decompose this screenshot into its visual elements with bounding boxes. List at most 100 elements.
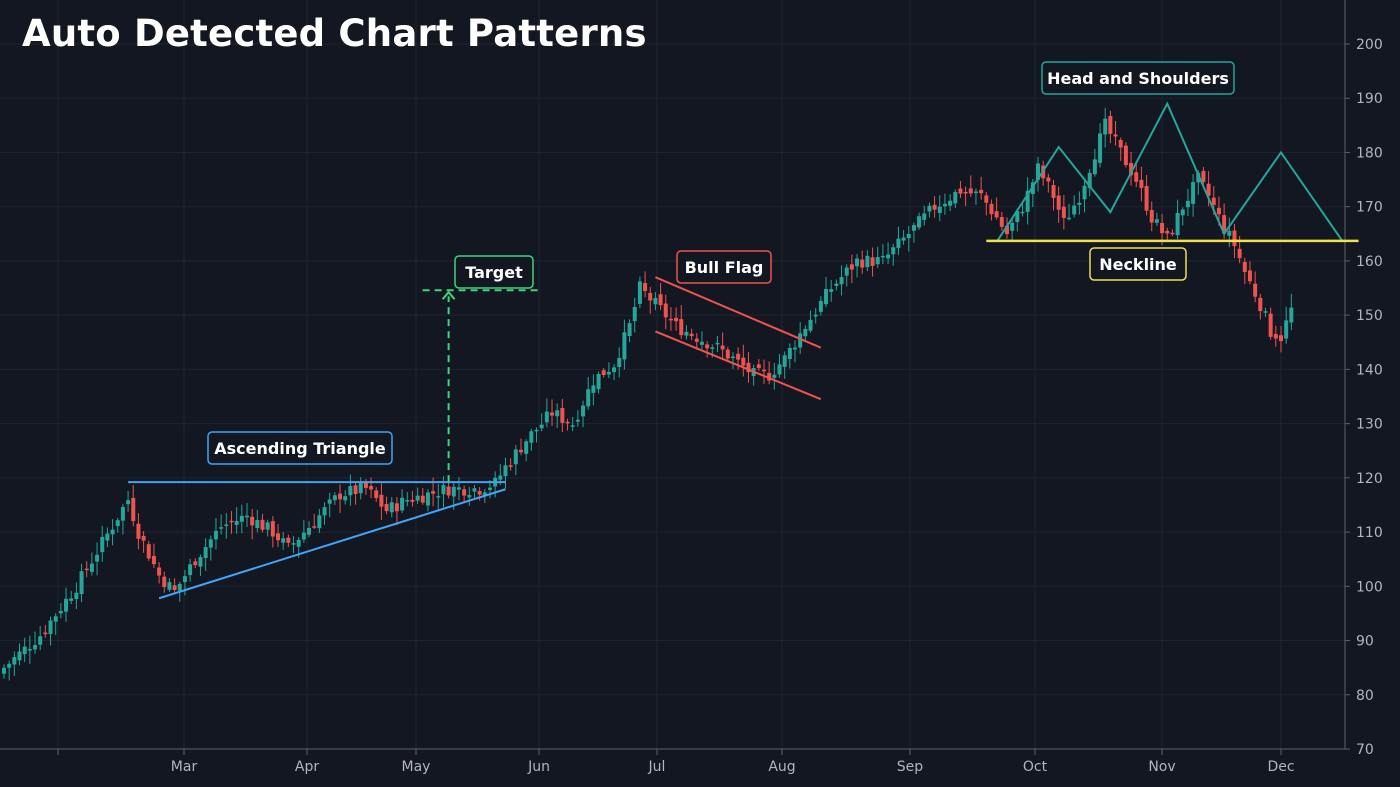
candle-body: [239, 515, 244, 522]
y-tick-label: 130: [1356, 417, 1383, 433]
ascending-triangle-label-text: Ascending Triangle: [214, 439, 386, 458]
candle-body: [1103, 118, 1108, 135]
candle-body: [431, 491, 436, 494]
x-tick-label: Dec: [1267, 759, 1294, 775]
candle-body: [1015, 211, 1020, 222]
candle-body: [973, 191, 978, 194]
candle-body: [441, 485, 446, 495]
x-tick-label: Jun: [527, 759, 550, 775]
candle-body: [679, 319, 684, 336]
head-shoulders-label-text: Head and Shoulders: [1047, 69, 1229, 88]
candle-body: [1268, 313, 1273, 337]
y-tick-label: 110: [1356, 525, 1383, 541]
candle-body: [917, 216, 922, 228]
candle-body: [1185, 200, 1190, 208]
candle-body: [317, 515, 322, 529]
candle-body: [213, 530, 218, 540]
candle-body: [43, 632, 48, 635]
candle-body: [131, 497, 136, 522]
candle-body: [643, 282, 648, 292]
candle-body: [203, 547, 208, 559]
candle-body: [332, 495, 337, 501]
candle-body: [219, 527, 224, 529]
candle-body: [1170, 232, 1175, 235]
neckline-label-text: Neckline: [1099, 255, 1177, 274]
candle-body: [617, 357, 622, 367]
candle-body: [989, 203, 994, 215]
candle-body: [1263, 311, 1268, 313]
candle-body: [922, 213, 927, 220]
candle-body: [555, 410, 560, 417]
candle-body: [115, 520, 120, 527]
y-tick-label: 90: [1356, 634, 1374, 650]
candle-body: [487, 487, 492, 490]
candle-body: [896, 238, 901, 248]
candle-body: [787, 348, 792, 360]
candle-body: [1113, 134, 1118, 137]
candle-body: [663, 303, 668, 318]
candle-body: [1108, 115, 1113, 134]
candle-body: [782, 355, 787, 367]
candle-body: [250, 516, 255, 526]
candle-body: [1242, 261, 1247, 273]
candle-body: [1201, 170, 1206, 182]
candle-body: [2, 667, 6, 674]
candle-body: [38, 636, 43, 645]
candle-body: [234, 520, 239, 525]
candle-body: [338, 493, 343, 500]
candle-body: [932, 204, 937, 210]
candle-body: [1278, 335, 1283, 342]
candle-body: [193, 561, 198, 566]
candle-body: [772, 374, 777, 378]
candle-body: [953, 191, 958, 204]
candle-body: [849, 264, 854, 270]
candle-body: [1072, 205, 1077, 215]
candle-body: [162, 576, 167, 588]
candle-body: [534, 429, 539, 432]
candle-body: [358, 483, 363, 494]
candle-body: [307, 527, 312, 535]
candle-body: [813, 314, 818, 317]
candle-body: [291, 543, 296, 545]
candle-body: [524, 441, 529, 454]
candle-body: [301, 532, 306, 540]
candle-body: [53, 616, 58, 622]
candle-body: [839, 277, 844, 285]
candle-body: [1258, 297, 1263, 312]
candle-body: [544, 411, 549, 423]
candle-body: [829, 289, 834, 292]
candle-body: [606, 371, 611, 375]
candle-body: [1144, 186, 1149, 211]
candle-body: [803, 328, 808, 337]
candle-body: [1056, 195, 1061, 210]
candle-body: [1139, 179, 1144, 188]
candle-body: [167, 582, 172, 590]
candle-body: [58, 610, 63, 614]
candle-body: [1118, 140, 1123, 148]
candle-body: [927, 205, 932, 212]
target-arrow-head: [441, 290, 456, 300]
candle-body: [12, 657, 17, 665]
candle-body: [586, 389, 591, 407]
target-label-box: [454, 255, 534, 289]
candle-body: [224, 524, 229, 527]
x-tick-label: Apr: [295, 759, 319, 775]
candle-body: [327, 499, 332, 504]
candle-body: [730, 356, 735, 359]
candle-body: [151, 555, 156, 565]
ascending-triangle-label-box: [207, 431, 393, 465]
candle-body: [1092, 159, 1097, 175]
bull-flag-upper-line: [655, 276, 822, 349]
candle-body: [1020, 211, 1025, 214]
candle-body: [281, 538, 286, 543]
head-shoulders-label: Head and Shoulders: [1041, 61, 1235, 95]
candle-body: [886, 254, 891, 259]
candle-body: [1051, 185, 1056, 198]
candle-body: [1175, 213, 1180, 236]
candle-body: [126, 500, 131, 505]
candle-body: [1247, 270, 1252, 282]
candle-body: [860, 259, 865, 268]
candle-body: [508, 465, 513, 467]
candle-body: [1160, 222, 1165, 234]
